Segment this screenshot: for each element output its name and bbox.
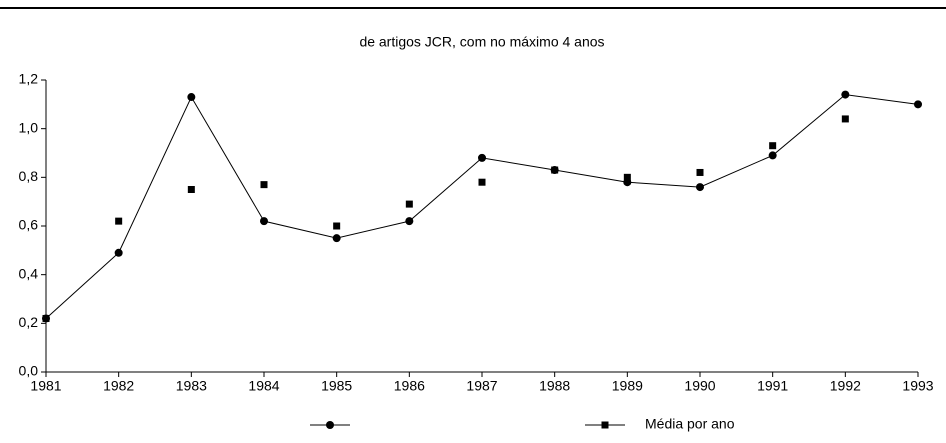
x-tick-label: 1992 xyxy=(830,378,861,394)
point xyxy=(115,217,123,225)
y-tick-label: 1,0 xyxy=(19,119,39,135)
y-tick-label: 0,8 xyxy=(19,168,39,184)
x-tick-label: 1991 xyxy=(757,378,788,394)
y-tick-label: 0,6 xyxy=(19,217,39,233)
point xyxy=(841,115,849,123)
point xyxy=(187,186,195,193)
point xyxy=(478,178,486,186)
y-tick-label: 1,2 xyxy=(19,71,39,87)
point xyxy=(114,248,123,257)
x-tick-label: 1981 xyxy=(30,378,61,394)
point xyxy=(405,200,413,208)
x-tick-label: 1989 xyxy=(612,378,643,394)
y-tick-label: 0,2 xyxy=(19,314,39,330)
series-line xyxy=(45,94,919,319)
point xyxy=(333,222,341,230)
x-tick-label: 1983 xyxy=(176,378,207,394)
point xyxy=(768,151,777,160)
x-tick-label: 1986 xyxy=(394,378,425,394)
point xyxy=(332,234,341,243)
x-tick-label: 1990 xyxy=(684,378,715,394)
legend-marker xyxy=(326,421,334,429)
point xyxy=(769,142,777,150)
point xyxy=(623,173,631,181)
x-tick-label: 1987 xyxy=(466,378,497,394)
x-tick-label: 1985 xyxy=(321,378,352,394)
point xyxy=(841,90,850,99)
point xyxy=(914,100,922,109)
point xyxy=(696,168,704,176)
point xyxy=(405,217,414,226)
x-tick-label: 1984 xyxy=(248,378,279,394)
point xyxy=(42,314,50,322)
point xyxy=(260,181,268,189)
point xyxy=(551,166,559,174)
x-tick-label: 1988 xyxy=(539,378,570,394)
legend-label: Média por ano xyxy=(645,416,735,432)
legend-marker xyxy=(601,421,609,429)
point xyxy=(260,217,268,226)
x-tick-label: 1982 xyxy=(103,378,134,394)
y-tick-label: 0,4 xyxy=(19,265,39,281)
point xyxy=(478,153,486,162)
x-tick-label: 1993 xyxy=(902,378,933,394)
y-tick-label: 0,0 xyxy=(19,363,39,379)
point xyxy=(696,183,704,192)
chart-title: de artigos JCR, com no máximo 4 anos xyxy=(359,34,604,50)
point xyxy=(187,93,196,102)
